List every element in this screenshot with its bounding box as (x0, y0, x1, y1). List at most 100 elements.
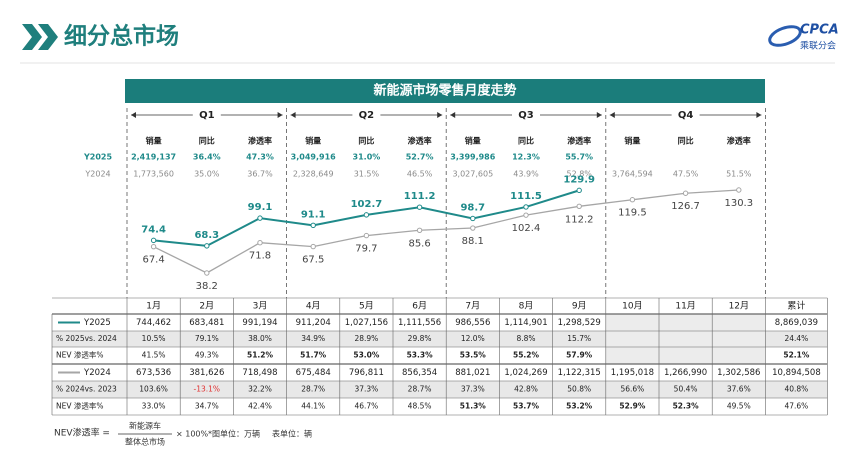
stat-2024: 1,773,560 (133, 170, 174, 179)
stat-header: 销量 (146, 136, 162, 146)
table-cell: 51.3% (460, 402, 487, 411)
table-cell: 12.0% (461, 334, 485, 343)
data-label: 98.7 (460, 202, 485, 213)
table-cell: 79.1% (195, 334, 219, 343)
row-label: % 2024vs. 2023 (56, 385, 117, 394)
table-cell: 51.7% (300, 351, 327, 360)
footnote-denominator: 整体总市场 (125, 437, 165, 447)
arrow-head (277, 112, 283, 118)
data-label: 67.4 (142, 255, 164, 266)
data-label: 111.2 (404, 191, 436, 202)
table-cell: 911,204 (296, 318, 331, 328)
unit-chart: *图单位：万辆 (208, 429, 260, 439)
empty-cell (659, 331, 713, 347)
table-cell: 28.7% (301, 385, 325, 394)
table-cell: 1,302,586 (717, 368, 760, 378)
stat-header: 销量 (305, 136, 321, 146)
x-tick-label: 3月 (253, 301, 268, 312)
arrow-head (756, 112, 762, 118)
stat-2025: 3,049,916 (291, 153, 336, 162)
arrow-head (450, 112, 456, 118)
stat-header: 渗透率 (567, 136, 591, 146)
x-tick-label: 8月 (519, 301, 534, 312)
stat-2024: 3,764,594 (612, 170, 653, 179)
data-label: 71.8 (249, 251, 271, 262)
unit-table: 表单位：辆 (272, 429, 312, 439)
point (576, 187, 582, 194)
point (576, 203, 582, 210)
table-cell: 744,462 (136, 318, 171, 328)
table-cell: 1,298,529 (558, 318, 601, 328)
data-label: 129.9 (563, 174, 595, 185)
x-tick-label: 7月 (465, 301, 480, 312)
table-cell: 881,021 (455, 368, 490, 378)
table-cell: 49.5% (727, 402, 751, 411)
point (416, 204, 423, 210)
quarter-label: Q2 (359, 110, 375, 121)
stat-row-label: Y2025 (83, 153, 112, 162)
table-cell: 42.4% (248, 402, 272, 411)
table-cell: 50.4% (674, 385, 698, 394)
x-tick-label: 4月 (306, 301, 321, 312)
stat-header: 渗透率 (248, 136, 272, 146)
table-cell: 718,498 (242, 368, 277, 378)
stat-2025: 31.0% (353, 153, 381, 162)
legend-label: Y2025 (83, 318, 111, 328)
table-cell: 675,484 (296, 368, 331, 378)
stat-header: 同比 (678, 136, 694, 146)
x-tick-label: 11月 (675, 301, 695, 312)
table-cell: 856,354 (402, 368, 437, 378)
table-cell: 52.3% (673, 402, 700, 411)
chevron (22, 24, 42, 50)
data-label: 126.7 (671, 201, 700, 212)
data-label: 102.4 (512, 223, 541, 234)
point (682, 190, 689, 196)
empty-cell (712, 331, 766, 347)
stat-2025: 2,419,137 (131, 153, 176, 162)
stat-2024: 52.8% (566, 170, 592, 179)
empty-cell (605, 314, 659, 331)
table-cell: 28.7% (408, 385, 432, 394)
table-cell: 53.3% (407, 351, 434, 360)
point (736, 187, 742, 193)
table-cell: 48.5% (408, 402, 432, 411)
arrow-head (596, 112, 602, 118)
data-label: 99.1 (248, 202, 273, 213)
stat-header: 同比 (518, 136, 534, 146)
table-cell: 10.5% (142, 334, 166, 343)
stat-header: 销量 (624, 136, 640, 146)
stat-2024: 35.0% (194, 170, 220, 179)
table-cell: 10,894,508 (772, 368, 821, 378)
stat-2024: 51.5% (726, 170, 752, 179)
data-label: 130.3 (724, 198, 753, 209)
point (629, 197, 636, 203)
row-label: NEV 渗透率% (56, 401, 104, 411)
table-cell: 34.9% (301, 334, 325, 343)
empty-cell (712, 314, 766, 331)
data-label: 88.1 (462, 236, 484, 247)
table-cell: 40.8% (784, 385, 808, 394)
stat-header: 渗透率 (727, 136, 751, 146)
data-label: 67.5 (302, 255, 324, 266)
data-label: 119.5 (618, 208, 647, 219)
stat-header: 同比 (199, 136, 215, 146)
stat-2024: 43.9% (513, 170, 539, 179)
arrow-head (131, 112, 136, 118)
table-cell: 44.1% (301, 402, 325, 411)
data-label: 68.3 (194, 230, 219, 241)
stat-2024: 47.5% (673, 170, 699, 179)
table-cell: -13.1% (194, 385, 221, 394)
point (523, 204, 529, 210)
table-cell: 381,626 (189, 368, 224, 378)
empty-cell (605, 331, 659, 347)
point (150, 237, 157, 244)
data-label: 38.2 (196, 281, 218, 292)
table-cell: 41.5% (142, 351, 166, 360)
table-cell: 1,266,990 (664, 368, 707, 378)
table-cell: 56.6% (620, 385, 644, 394)
point (310, 243, 316, 250)
table-cell: 1,024,269 (504, 368, 547, 378)
point (150, 243, 157, 250)
row-label: % 2025vs. 2024 (56, 334, 117, 343)
table-cell: 29.8% (408, 334, 432, 343)
